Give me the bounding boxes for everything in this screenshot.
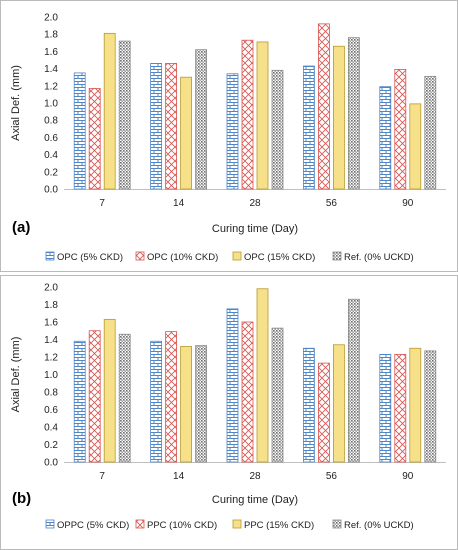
legend-swatch	[135, 519, 145, 529]
bar	[424, 350, 437, 463]
legend-swatch	[45, 519, 55, 529]
bar	[88, 87, 101, 190]
bar	[165, 331, 178, 463]
bar	[118, 333, 131, 463]
bar	[195, 49, 208, 190]
x-tick-label: 56	[326, 471, 338, 482]
x-axis-title: Curing time (Day)	[212, 223, 298, 235]
y-tick-label: 0.2	[44, 440, 58, 451]
legend-entry: OPC (5% CKD)	[57, 252, 123, 263]
bar	[241, 39, 254, 190]
y-tick-label: 0.8	[44, 116, 58, 127]
bar	[180, 346, 193, 463]
y-tick-label: 1.6	[44, 47, 58, 58]
y-tick-label: 0.6	[44, 405, 58, 416]
bar	[409, 347, 422, 463]
chart-panel-b: 0.0 0.2 0.4 0.6 0.8 1.0 1.2 1.4 1.6 1.8 2.0 7 14 28 56…	[10, 283, 446, 531]
y-tick-label: 1.0	[44, 99, 58, 110]
bar	[256, 41, 269, 190]
x-tick-label: 14	[173, 471, 185, 482]
y-tick-label: 0.0	[44, 458, 58, 469]
bar	[150, 340, 163, 463]
bar	[424, 75, 437, 190]
y-tick-label: 1.6	[44, 318, 58, 329]
legend-entry: PPC (15% CKD)	[244, 520, 314, 531]
y-tick-label: 1.8	[44, 300, 58, 311]
bar	[226, 73, 239, 190]
bar	[409, 103, 422, 190]
legend-swatch	[232, 251, 242, 261]
legend-swatch	[332, 251, 342, 261]
y-tick-label: 1.4	[44, 64, 58, 75]
y-tick-label: 1.8	[44, 30, 58, 41]
bar	[103, 32, 116, 190]
y-tick-label: 1.2	[44, 353, 58, 364]
bar	[103, 318, 116, 463]
legend-entry: Ref. (0% UCKD)	[344, 520, 414, 531]
chart-panel-a: 0.0 0.2 0.4 0.6 0.8 1.0 1.2 1.4 1.6 1.8 2.0 7 14 28 56…	[10, 13, 446, 263]
y-tick-label: 1.4	[44, 335, 58, 346]
bar	[195, 345, 208, 463]
y-tick-label: 0.2	[44, 167, 58, 178]
y-axis-title: Axial Def. (mm)	[10, 65, 22, 141]
y-tick-label: 1.2	[44, 81, 58, 92]
bar	[379, 353, 392, 463]
legend-entry: OPPC (5% CKD)	[57, 520, 129, 531]
bar	[88, 330, 101, 463]
bar	[180, 76, 193, 190]
y-tick-label: 0.4	[44, 150, 58, 161]
y-tick-label: 0.8	[44, 388, 58, 399]
bar	[317, 362, 330, 463]
bar	[332, 344, 345, 463]
bar	[118, 40, 131, 190]
legend-swatch	[232, 519, 242, 529]
x-tick-label: 90	[402, 471, 414, 482]
x-tick-label: 28	[249, 198, 261, 209]
y-tick-label: 0.0	[44, 185, 58, 196]
bar	[332, 45, 345, 190]
bar	[347, 298, 360, 463]
panel-label: (b)	[12, 490, 31, 507]
y-tick-label: 1.0	[44, 370, 58, 381]
bar	[394, 69, 407, 190]
y-axis-title: Axial Def. (mm)	[10, 337, 22, 413]
y-tick-label: 2.0	[44, 13, 58, 24]
x-tick-label: 7	[99, 198, 105, 209]
bar	[394, 353, 407, 463]
legend-swatch	[45, 251, 55, 261]
legend-swatch	[332, 519, 342, 529]
x-axis-title: Curing time (Day)	[212, 494, 298, 506]
bar	[241, 321, 254, 463]
x-tick-label: 28	[249, 471, 261, 482]
panel-label: (a)	[12, 219, 30, 236]
bar	[226, 308, 239, 463]
bar	[317, 23, 330, 190]
bar	[271, 69, 284, 190]
bar	[302, 347, 315, 463]
y-tick-label: 0.6	[44, 133, 58, 144]
bar	[302, 65, 315, 190]
bar	[379, 86, 392, 190]
bar	[73, 340, 86, 463]
x-tick-label: 56	[326, 198, 338, 209]
bar	[73, 72, 86, 190]
legend-entry: PPC (10% CKD)	[147, 520, 217, 531]
bar	[256, 288, 269, 463]
legend-entry: OPC (10% CKD)	[147, 252, 218, 263]
legend-entry: OPC (15% CKD)	[244, 252, 315, 263]
bar	[271, 327, 284, 463]
legend-swatch	[135, 251, 145, 261]
legend-entry: Ref. (0% UCKD)	[344, 252, 414, 263]
bar	[150, 63, 163, 190]
y-tick-label: 2.0	[44, 283, 58, 294]
y-tick-label: 0.4	[44, 423, 58, 434]
bar	[165, 63, 178, 190]
x-tick-label: 14	[173, 198, 185, 209]
x-tick-label: 7	[99, 471, 105, 482]
x-tick-label: 90	[402, 198, 414, 209]
bar	[347, 37, 360, 190]
